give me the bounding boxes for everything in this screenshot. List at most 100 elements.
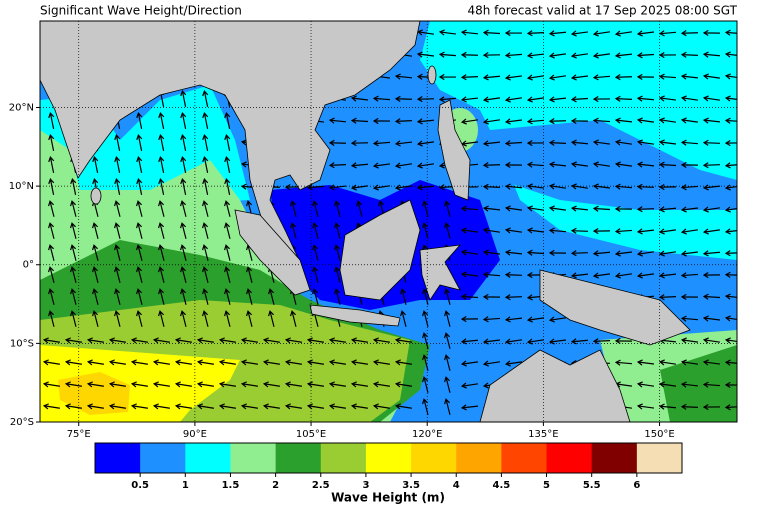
colorbar-tick-label: 2 xyxy=(272,480,279,491)
arrow xyxy=(400,310,407,327)
colorbar-tick-label: 1 xyxy=(182,480,189,491)
arrow xyxy=(130,337,148,344)
land-newguinea xyxy=(539,269,691,346)
arrow xyxy=(70,200,77,217)
arrow xyxy=(196,403,214,410)
arrow xyxy=(548,30,567,37)
colorbar-tick-label: 0.5 xyxy=(131,480,149,491)
arrow xyxy=(636,250,655,257)
arrow xyxy=(394,381,412,388)
arrow xyxy=(158,134,165,151)
arrow xyxy=(680,228,698,235)
arrow xyxy=(614,139,633,146)
arrow xyxy=(262,403,280,410)
arrow xyxy=(680,139,699,146)
colorbar-swatch xyxy=(411,443,457,473)
arrow xyxy=(284,359,302,366)
arrow xyxy=(680,51,699,58)
arrow xyxy=(394,73,413,80)
arrow xyxy=(158,156,165,173)
arrow xyxy=(114,178,121,195)
arrow xyxy=(290,222,297,239)
arrow xyxy=(218,381,236,388)
arrow xyxy=(658,139,677,146)
arrow xyxy=(268,310,275,327)
arrow xyxy=(724,95,737,102)
arrow xyxy=(416,118,435,125)
colorbar-swatch xyxy=(140,443,186,473)
colorbar-swatch xyxy=(456,443,502,473)
arrow xyxy=(504,338,523,345)
arrow xyxy=(422,288,429,305)
arrow xyxy=(416,162,435,169)
arrow xyxy=(240,381,258,388)
arrow xyxy=(422,200,429,217)
lon-tick-label: 135°E xyxy=(528,429,558,440)
arrow xyxy=(92,310,99,327)
arrow xyxy=(422,332,429,349)
arrow xyxy=(680,206,699,213)
arrow xyxy=(394,95,413,102)
arrow xyxy=(504,316,523,323)
arrow xyxy=(702,250,721,257)
land-java xyxy=(309,304,401,327)
arrow xyxy=(196,337,214,344)
arrow xyxy=(592,227,611,235)
arrow xyxy=(48,310,55,327)
arrow xyxy=(614,359,633,366)
arrow xyxy=(702,381,721,388)
arrow xyxy=(350,139,369,147)
arrow xyxy=(202,200,209,217)
land-srilanka xyxy=(90,187,102,205)
colorbar-tick-label: 6 xyxy=(633,480,640,491)
arrow xyxy=(372,403,390,410)
arrow xyxy=(70,288,77,305)
arrow xyxy=(180,310,187,327)
arrow xyxy=(350,95,369,102)
arrow xyxy=(416,95,435,103)
land-australia xyxy=(479,349,631,422)
arrow xyxy=(548,161,567,168)
arrow xyxy=(460,315,479,323)
arrow xyxy=(328,359,346,366)
arrow xyxy=(158,288,165,305)
arrow xyxy=(482,360,500,367)
arrow xyxy=(570,227,589,234)
arrow xyxy=(394,140,413,147)
arrow xyxy=(614,52,633,59)
arrow xyxy=(658,272,677,279)
arrow xyxy=(460,118,479,125)
arrow xyxy=(680,337,699,344)
arrow xyxy=(152,381,170,388)
arrow xyxy=(658,359,677,366)
arrow xyxy=(592,74,611,81)
arrow xyxy=(136,200,143,217)
arrow xyxy=(636,183,655,190)
arrow xyxy=(158,266,165,283)
arrow xyxy=(658,51,677,59)
arrow xyxy=(724,184,737,191)
arrow xyxy=(460,74,479,81)
arrow xyxy=(570,117,589,125)
lon-tick-label: 105°E xyxy=(296,429,326,440)
arrow xyxy=(614,272,632,279)
arrow xyxy=(614,117,633,124)
arrow xyxy=(114,156,121,173)
arrow xyxy=(526,316,545,323)
arrow xyxy=(658,403,677,410)
arrow xyxy=(202,222,209,239)
arrow xyxy=(444,288,451,305)
arrow xyxy=(438,29,457,36)
arrow xyxy=(262,381,280,388)
land-sulawesi xyxy=(419,244,461,301)
arrow xyxy=(48,244,55,261)
arrow xyxy=(202,310,209,327)
arrow xyxy=(680,315,699,322)
arrow xyxy=(614,161,633,168)
arrow xyxy=(290,310,297,327)
colorbar-swatch xyxy=(501,443,548,473)
arrow xyxy=(592,30,611,37)
arrow xyxy=(416,51,435,58)
arrow xyxy=(284,337,302,344)
arrow xyxy=(504,96,522,103)
